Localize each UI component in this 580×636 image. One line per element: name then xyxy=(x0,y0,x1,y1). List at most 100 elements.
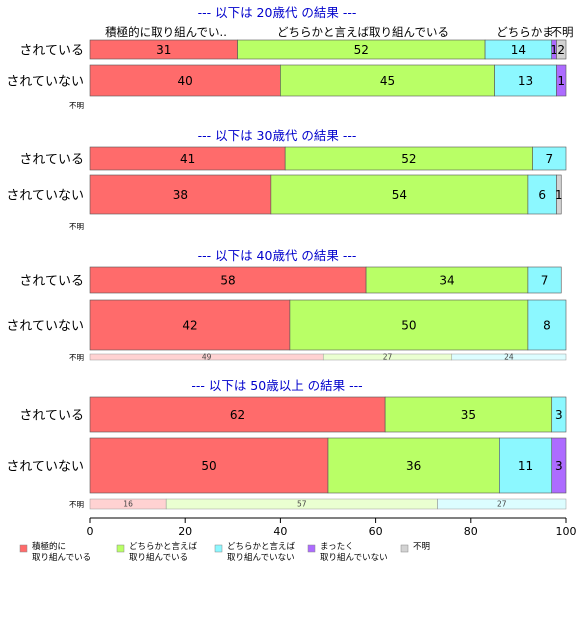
bar-segment xyxy=(384,396,553,433)
unknown-row-label: 不明 xyxy=(69,101,84,110)
legend-item: どちらかと言えば取り組んでいる xyxy=(116,541,198,563)
bar-segment xyxy=(89,64,281,97)
row-label: されている xyxy=(19,274,84,289)
row-label: されている xyxy=(19,44,84,59)
bar-value-label: 40 xyxy=(178,74,193,88)
unknown-bar-segment xyxy=(451,353,567,361)
bar-segment xyxy=(494,64,557,97)
bar-value-label: 6 xyxy=(538,188,546,202)
bar-value-label: 3 xyxy=(555,408,563,422)
row-label: されている xyxy=(19,409,84,424)
legend: 積極的に取り組んでいるどちらかと言えば取り組んでいるどちらかと言えば取り組んでい… xyxy=(19,541,430,563)
bar-segment xyxy=(556,174,562,215)
unknown-bar-value-label: 57 xyxy=(297,500,307,509)
bar-segment xyxy=(527,266,562,294)
bar-segment xyxy=(327,437,500,494)
bar-value-label: 38 xyxy=(173,188,188,202)
bar-value-label: 34 xyxy=(439,274,454,288)
bar-segment xyxy=(551,437,567,494)
x-tick-label: 60 xyxy=(369,525,383,538)
legend-label: まったく xyxy=(320,542,354,552)
bar-segment xyxy=(89,266,367,294)
category-header-labels: 積極的に取り組んでい.. どちらかと言えば取り組んでいる どちらかま 不明 xyxy=(105,25,573,39)
bar-segment xyxy=(551,396,567,433)
bar-segment xyxy=(499,437,553,494)
legend-item: 不明 xyxy=(400,542,430,553)
panel-4: --- 以下は 50歳以上 の結果 --- されている 62 35 3 されていない 50 3… xyxy=(6,378,567,510)
bar-segment xyxy=(89,437,329,494)
bar-value-label: 3 xyxy=(555,459,563,473)
x-axis: 0 20 40 60 80 100 xyxy=(87,517,577,538)
bar-value-label: 31 xyxy=(156,43,171,57)
panel-title: --- 以下は 20歳代 の結果 --- xyxy=(198,5,357,20)
bar-segment xyxy=(527,299,567,351)
header-label-3: どちらかま xyxy=(496,25,554,39)
unknown-bar-value-label: 27 xyxy=(383,353,393,362)
bar-value-label: 1 xyxy=(555,188,563,202)
bar-segment xyxy=(89,396,386,433)
unknown-bar-value-label: 16 xyxy=(123,500,133,509)
bar-value-label: 1 xyxy=(550,43,558,57)
panel-title: --- 以下は 30歳代 の結果 --- xyxy=(198,128,357,143)
legend-label: 取り組んでいる xyxy=(129,552,188,563)
bar-segment xyxy=(270,174,529,215)
bar-value-label: 13 xyxy=(518,74,533,88)
panel-title: --- 以下は 40歳代 の結果 --- xyxy=(198,248,357,263)
panel-title: --- 以下は 50歳以上 の結果 --- xyxy=(191,378,362,393)
x-tick-label: 40 xyxy=(273,525,287,538)
legend-label: 取り組んでいない xyxy=(320,552,388,563)
bar-value-label: 52 xyxy=(354,43,369,57)
x-tick-label: 100 xyxy=(556,525,577,538)
bar-segment xyxy=(280,64,495,97)
legend-swatch xyxy=(19,544,28,553)
bar-segment xyxy=(289,299,529,351)
bar-segment xyxy=(89,174,272,215)
bar-value-label: 11 xyxy=(518,459,533,473)
header-label-2: どちらかと言えば取り組んでいる xyxy=(277,25,449,39)
row-label: されていない xyxy=(6,460,84,475)
legend-label: どちらかと言えば xyxy=(129,541,198,552)
bar-value-label: 7 xyxy=(546,152,554,166)
row-label: されていない xyxy=(6,189,84,204)
legend-swatch xyxy=(400,544,409,553)
bar-value-label: 8 xyxy=(543,319,551,333)
bar-value-label: 35 xyxy=(461,408,476,422)
legend-label: 積極的に xyxy=(32,541,66,552)
unknown-row-label: 不明 xyxy=(69,353,84,362)
bar-value-label: 1 xyxy=(557,74,565,88)
bar-segment xyxy=(527,174,557,215)
bar-value-label: 42 xyxy=(182,319,197,333)
bar-segment xyxy=(556,39,567,60)
bar-value-label: 50 xyxy=(401,319,416,333)
panel-2: --- 以下は 30歳代 の結果 --- されている 41 52 7 されていない 38 54… xyxy=(6,128,567,231)
bar-value-label: 2 xyxy=(557,43,565,57)
bar-value-label: 41 xyxy=(180,152,195,166)
bar-value-label: 62 xyxy=(230,408,245,422)
bar-value-label: 58 xyxy=(220,274,235,288)
unknown-row-label: 不明 xyxy=(69,500,84,509)
unknown-bar-value-label: 27 xyxy=(497,500,507,509)
legend-label: どちらかと言えば xyxy=(227,541,296,552)
legend-label: 取り組んでいる xyxy=(32,552,91,563)
header-label-1: 積極的に取り組んでい.. xyxy=(105,25,227,39)
unknown-row-label: 不明 xyxy=(69,222,84,231)
bar-value-label: 50 xyxy=(201,459,216,473)
row-label: されていない xyxy=(6,319,84,334)
x-tick-label: 20 xyxy=(178,525,192,538)
unknown-bar-segment xyxy=(437,498,567,510)
bar-value-label: 54 xyxy=(392,188,407,202)
legend-swatch xyxy=(307,544,316,553)
legend-label: 取り組んでいない xyxy=(227,552,295,563)
bar-segment xyxy=(365,266,529,294)
header-label-4: 不明 xyxy=(551,25,574,39)
bar-value-label: 45 xyxy=(380,74,395,88)
x-tick-label: 80 xyxy=(464,525,478,538)
legend-swatch xyxy=(116,544,125,553)
unknown-bar-value-label: 24 xyxy=(504,353,514,362)
panel-3: --- 以下は 40歳代 の結果 --- されている 58 34 7 されていない 42 50… xyxy=(6,248,567,362)
bar-segment xyxy=(556,64,567,97)
